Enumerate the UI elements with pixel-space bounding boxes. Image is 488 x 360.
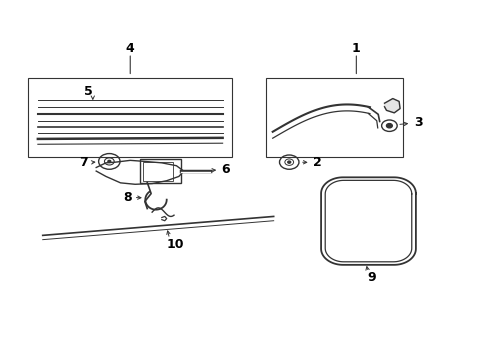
Text: 9: 9 bbox=[367, 271, 375, 284]
Text: 7: 7 bbox=[79, 156, 88, 169]
Text: 8: 8 bbox=[123, 191, 131, 204]
Text: 2: 2 bbox=[312, 156, 321, 169]
Circle shape bbox=[108, 160, 111, 162]
Bar bbox=[266, 78, 402, 157]
Circle shape bbox=[287, 161, 290, 163]
Circle shape bbox=[386, 123, 391, 128]
Text: 10: 10 bbox=[166, 238, 183, 251]
Text: 5: 5 bbox=[83, 85, 92, 98]
Text: 4: 4 bbox=[125, 42, 134, 55]
Bar bbox=[28, 78, 232, 157]
Bar bbox=[140, 159, 181, 183]
Bar bbox=[143, 162, 172, 181]
Text: 1: 1 bbox=[351, 42, 360, 55]
Text: 6: 6 bbox=[221, 163, 229, 176]
Polygon shape bbox=[384, 99, 399, 113]
Text: 3: 3 bbox=[413, 116, 422, 129]
